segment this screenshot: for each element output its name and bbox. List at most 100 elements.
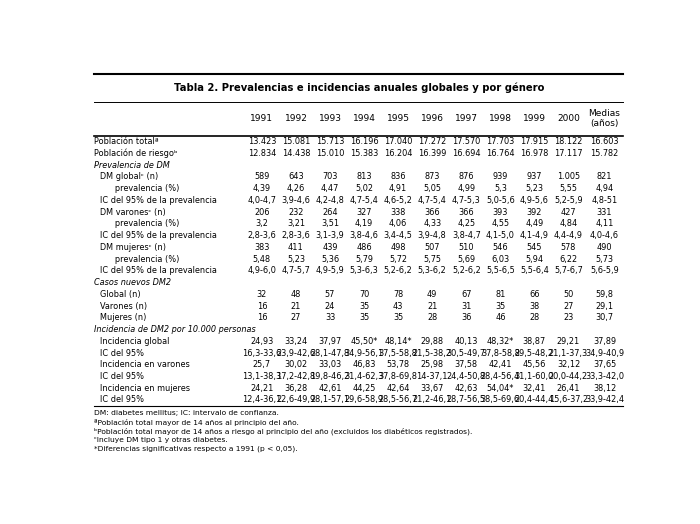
Text: 5,02: 5,02 — [355, 184, 373, 193]
Text: Global (n): Global (n) — [100, 290, 141, 299]
Text: 4,84: 4,84 — [559, 220, 578, 228]
Text: 21: 21 — [290, 302, 301, 311]
Text: 5,36: 5,36 — [321, 255, 339, 264]
Text: 20,4-44,4: 20,4-44,4 — [514, 396, 554, 405]
Text: ªPoblación total mayor de 14 años al principio del año.: ªPoblación total mayor de 14 años al pri… — [94, 419, 299, 425]
Text: 545: 545 — [526, 243, 542, 252]
Text: 4,25: 4,25 — [457, 220, 475, 228]
Text: 490: 490 — [597, 243, 612, 252]
Text: 33,03: 33,03 — [318, 361, 342, 369]
Text: 24,4-50,8: 24,4-50,8 — [447, 372, 486, 381]
Text: 5,75: 5,75 — [424, 255, 441, 264]
Text: 6,22: 6,22 — [559, 255, 578, 264]
Text: 28: 28 — [529, 313, 540, 322]
Text: 4,47: 4,47 — [321, 184, 339, 193]
Text: 38: 38 — [529, 302, 540, 311]
Text: 37,89: 37,89 — [593, 337, 616, 346]
Text: 29,88: 29,88 — [421, 337, 444, 346]
Text: 3,51: 3,51 — [321, 220, 339, 228]
Text: 338: 338 — [391, 208, 406, 217]
Text: 4,0-4,7: 4,0-4,7 — [247, 196, 276, 205]
Text: 4,4-4,9: 4,4-4,9 — [554, 231, 583, 240]
Text: 4,9-5,9: 4,9-5,9 — [316, 266, 344, 276]
Text: 37,58: 37,58 — [455, 361, 478, 369]
Text: 17.915: 17.915 — [520, 137, 549, 146]
Text: DM varonesᶜ (n): DM varonesᶜ (n) — [100, 208, 166, 217]
Text: 14-37,1: 14-37,1 — [416, 372, 448, 381]
Text: 35: 35 — [495, 302, 505, 311]
Text: 4,11: 4,11 — [595, 220, 614, 228]
Text: 5,94: 5,94 — [525, 255, 543, 264]
Text: 24,93: 24,93 — [250, 337, 274, 346]
Text: 16.978: 16.978 — [520, 149, 549, 158]
Text: 81: 81 — [495, 290, 505, 299]
Text: 33,3-42,0: 33,3-42,0 — [585, 372, 624, 381]
Text: 578: 578 — [561, 243, 576, 252]
Text: 38,87: 38,87 — [523, 337, 546, 346]
Text: 3,2: 3,2 — [256, 220, 268, 228]
Text: 16: 16 — [257, 313, 267, 322]
Text: 15.010: 15.010 — [316, 149, 344, 158]
Text: 70: 70 — [359, 290, 369, 299]
Text: 32: 32 — [257, 290, 267, 299]
Text: 510: 510 — [458, 243, 474, 252]
Text: 44,25: 44,25 — [352, 384, 376, 392]
Text: 38,12: 38,12 — [593, 384, 616, 392]
Text: 383: 383 — [254, 243, 270, 252]
Text: 19,8-46,2: 19,8-46,2 — [310, 372, 349, 381]
Text: 35: 35 — [359, 302, 369, 311]
Text: 2,8-3,6: 2,8-3,6 — [248, 231, 276, 240]
Text: 15.383: 15.383 — [350, 149, 378, 158]
Text: 17.703: 17.703 — [486, 137, 514, 146]
Text: 5,5-6,4: 5,5-6,4 — [520, 266, 549, 276]
Text: 643: 643 — [288, 172, 304, 181]
Text: 4,9-5,6: 4,9-5,6 — [520, 196, 549, 205]
Text: 4,8-51: 4,8-51 — [592, 196, 617, 205]
Text: 5,6-5,9: 5,6-5,9 — [590, 266, 619, 276]
Text: 33,67: 33,67 — [421, 384, 444, 392]
Text: 4,94: 4,94 — [596, 184, 614, 193]
Text: 14.438: 14.438 — [281, 149, 310, 158]
Text: 821: 821 — [597, 172, 612, 181]
Text: 37,8-69,8: 37,8-69,8 — [379, 372, 418, 381]
Text: 392: 392 — [526, 208, 542, 217]
Text: 5,7-6,7: 5,7-6,7 — [554, 266, 583, 276]
Text: 4,7-5,4: 4,7-5,4 — [349, 196, 379, 205]
Text: *Diferencias significativas respecto a 1991 (p < 0,05).: *Diferencias significativas respecto a 1… — [94, 445, 298, 452]
Text: 42,63: 42,63 — [454, 384, 478, 392]
Text: 12,4-36,1: 12,4-36,1 — [242, 396, 281, 405]
Text: 78: 78 — [393, 290, 403, 299]
Text: 5,69: 5,69 — [457, 255, 475, 264]
Text: 42,61: 42,61 — [318, 384, 342, 392]
Text: 37,97: 37,97 — [318, 337, 342, 346]
Text: 13,1-38,3: 13,1-38,3 — [242, 372, 281, 381]
Text: 24,21: 24,21 — [250, 384, 274, 392]
Text: Población totalª: Población totalª — [94, 137, 159, 146]
Text: 393: 393 — [493, 208, 508, 217]
Text: 45,56: 45,56 — [523, 361, 546, 369]
Text: 5,23: 5,23 — [287, 255, 305, 264]
Text: 5,2-5,9: 5,2-5,9 — [554, 196, 583, 205]
Text: 5,2-6,2: 5,2-6,2 — [452, 266, 481, 276]
Text: 703: 703 — [322, 172, 337, 181]
Text: 29,5-48,2: 29,5-48,2 — [515, 348, 554, 357]
Text: 331: 331 — [597, 208, 612, 217]
Text: prevalencia (%): prevalencia (%) — [106, 184, 179, 193]
Text: 5,5-6,5: 5,5-6,5 — [486, 266, 514, 276]
Text: 16.204: 16.204 — [384, 149, 412, 158]
Text: prevalencia (%): prevalencia (%) — [106, 220, 179, 228]
Text: 27: 27 — [290, 313, 301, 322]
Text: 40,13: 40,13 — [454, 337, 478, 346]
Text: 28: 28 — [427, 313, 438, 322]
Text: 29,21: 29,21 — [557, 337, 580, 346]
Text: 28,1-47,8: 28,1-47,8 — [310, 348, 349, 357]
Text: 48: 48 — [290, 290, 301, 299]
Text: 5,79: 5,79 — [355, 255, 373, 264]
Text: 31: 31 — [461, 302, 472, 311]
Text: 427: 427 — [561, 208, 576, 217]
Text: 16.764: 16.764 — [486, 149, 514, 158]
Text: 4,91: 4,91 — [389, 184, 407, 193]
Text: 37,65: 37,65 — [593, 361, 616, 369]
Text: 1994: 1994 — [353, 114, 375, 123]
Text: 37,8-58,8: 37,8-58,8 — [481, 348, 520, 357]
